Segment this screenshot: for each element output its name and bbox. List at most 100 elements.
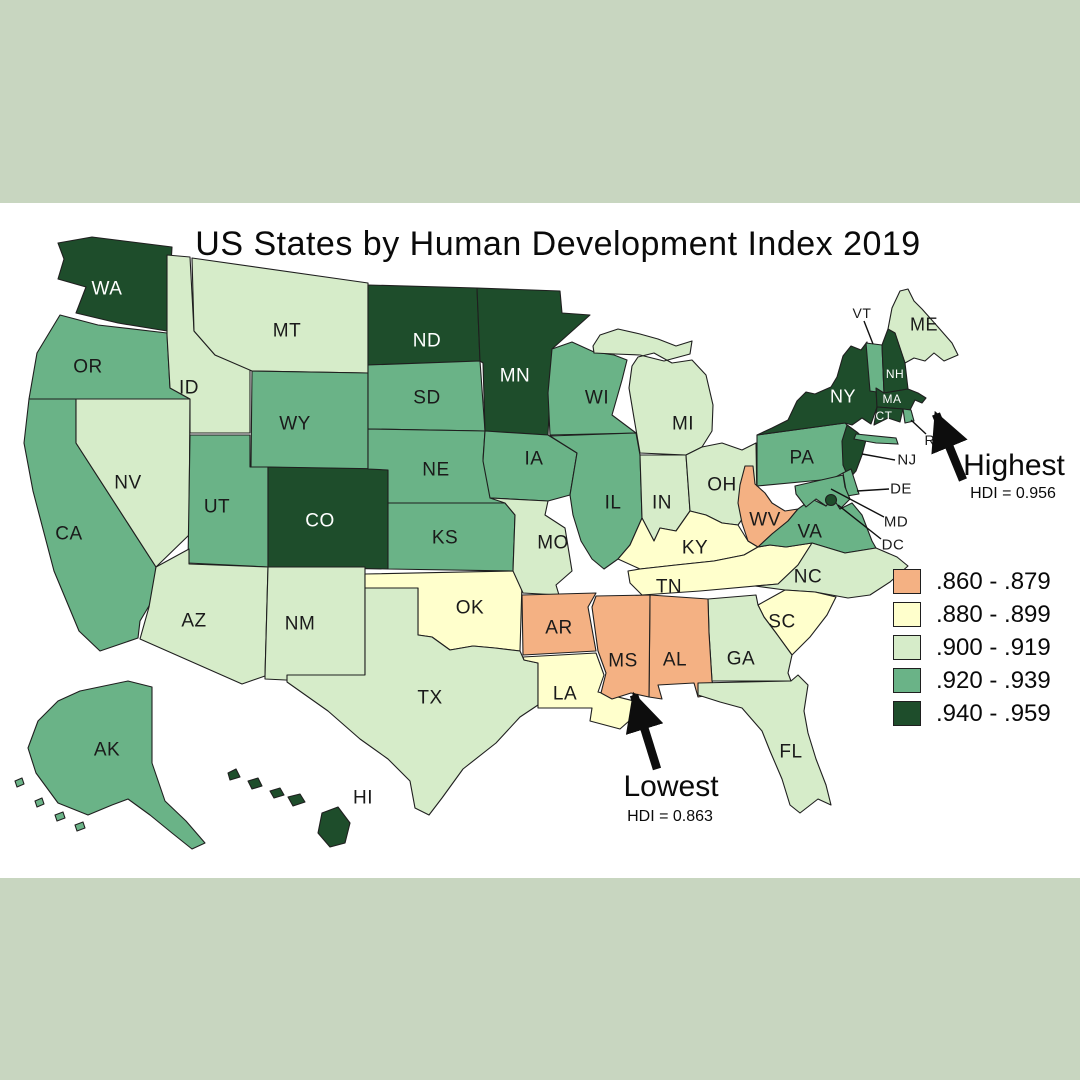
state-label-NY: NY	[830, 386, 856, 406]
legend-label-3: .900 - .919	[936, 633, 1051, 661]
legend-item: .860 - .879	[893, 567, 1051, 595]
state-WI[interactable]	[547, 341, 637, 436]
state-label-PA: PA	[790, 448, 815, 469]
leader-line-NJ	[861, 453, 896, 461]
state-WA[interactable]	[57, 236, 173, 332]
state-RI[interactable]	[902, 408, 915, 424]
state-HI[interactable]	[227, 768, 351, 848]
map-title: US States by Human Development Index 201…	[195, 225, 921, 263]
leader-line-MD	[830, 488, 885, 518]
legend-swatch-3	[893, 635, 921, 660]
state-NJ[interactable]	[841, 424, 867, 480]
state-ME[interactable]	[887, 288, 959, 364]
state-label-KS: KS	[432, 528, 458, 549]
state-label-MA: MA	[883, 392, 902, 406]
state-label-NC: NC	[794, 567, 822, 588]
state-label-KY: KY	[682, 538, 708, 559]
state-label-OK: OK	[456, 598, 484, 619]
state-label-OR: OR	[73, 357, 103, 378]
state-label-HI: HI	[353, 788, 373, 809]
state-label-AK: AK	[94, 740, 120, 761]
state-label-SC: SC	[768, 612, 795, 633]
state-label-ID: ID	[179, 378, 199, 399]
legend-item: .900 - .919	[893, 633, 1051, 661]
highest-detail: HDI = 0.956	[970, 485, 1056, 502]
state-label-VA: VA	[798, 522, 823, 543]
legend-label-2: .880 - .899	[936, 600, 1051, 628]
state-ID[interactable]	[166, 254, 251, 434]
state-label-IA: IA	[525, 449, 544, 470]
legend-label-5: .940 - .959	[936, 699, 1051, 727]
state-label-SD: SD	[413, 388, 440, 409]
highest-arrow	[931, 410, 968, 482]
highest-label: Highest	[963, 449, 1065, 482]
lowest-annotation: Lowest HDI = 0.863	[623, 691, 719, 825]
legend-swatch-2	[893, 602, 921, 627]
legend-item: .880 - .899	[893, 600, 1051, 628]
bottom-band	[0, 878, 1080, 1080]
legend-swatch-1	[893, 569, 921, 594]
state-label-NM: NM	[285, 614, 316, 635]
lowest-detail: HDI = 0.863	[627, 808, 713, 825]
state-label-DE: DE	[890, 480, 912, 497]
state-AR[interactable]	[521, 592, 597, 656]
leader-line-DC	[837, 504, 882, 540]
state-label-CA: CA	[55, 524, 82, 545]
top-band	[0, 0, 1080, 203]
leader-line-DE	[856, 488, 890, 492]
state-label-TX: TX	[417, 688, 442, 709]
lowest-label: Lowest	[623, 770, 719, 803]
state-TX[interactable]	[286, 587, 539, 816]
state-label-VT: VT	[853, 305, 872, 321]
state-label-RI: RI	[925, 432, 940, 448]
state-label-WY: WY	[279, 414, 311, 435]
leader-line-RI	[910, 419, 927, 435]
legend-swatch-4	[893, 668, 921, 693]
state-FL[interactable]	[697, 674, 832, 814]
state-MI[interactable]	[592, 328, 714, 456]
state-label-WV: WV	[749, 510, 781, 531]
map-legend: .860 - .879 .880 - .899 .900 - .919 .920…	[893, 567, 1051, 735]
state-label-FL: FL	[779, 742, 802, 763]
state-MS[interactable]	[591, 594, 651, 700]
state-label-IL: IL	[605, 493, 622, 514]
legend-label-4: .920 - .939	[936, 666, 1051, 694]
legend-label-1: .860 - .879	[936, 567, 1051, 595]
state-MT[interactable]	[191, 257, 369, 374]
map-canvas: US States by Human Development Index 201…	[0, 203, 1080, 878]
state-label-CT: CT	[876, 409, 893, 423]
state-label-ND: ND	[413, 331, 441, 352]
state-ND[interactable]	[367, 284, 481, 366]
state-label-AZ: AZ	[181, 611, 206, 632]
us-choropleth-map: WA OR CA NV ID MT WY UT CO AZ NM ND SD NE KS OK TX MN IA MO…	[14, 236, 1066, 850]
state-label-GA: GA	[727, 649, 755, 670]
state-label-MN: MN	[500, 366, 531, 387]
state-NV[interactable]	[75, 398, 191, 568]
state-label-MO: MO	[537, 533, 569, 554]
state-label-CO: CO	[305, 511, 335, 532]
state-label-MD: MD	[884, 513, 908, 530]
state-label-DC: DC	[882, 536, 905, 553]
highest-annotation: Highest HDI = 0.956	[931, 410, 1066, 502]
state-label-IN: IN	[652, 493, 672, 514]
state-DC[interactable]	[824, 493, 838, 507]
state-label-ME: ME	[910, 314, 938, 334]
state-label-WI: WI	[585, 388, 609, 409]
state-label-MS: MS	[608, 651, 638, 672]
lowest-arrow	[625, 691, 664, 771]
state-label-LA: LA	[553, 684, 577, 705]
state-label-NE: NE	[422, 460, 449, 481]
legend-item: .940 - .959	[893, 699, 1051, 727]
state-label-UT: UT	[204, 497, 230, 518]
state-CT[interactable]	[873, 406, 904, 426]
state-label-MT: MT	[273, 321, 301, 342]
state-MO[interactable]	[489, 497, 573, 596]
leader-lines	[830, 320, 927, 540]
state-label-AL: AL	[663, 650, 687, 671]
state-label-OH: OH	[707, 475, 737, 496]
state-AK[interactable]	[14, 680, 206, 850]
legend-swatch-5	[893, 701, 921, 726]
state-label-NV: NV	[114, 473, 141, 494]
state-NY[interactable]	[756, 341, 878, 436]
long-island	[853, 433, 899, 445]
